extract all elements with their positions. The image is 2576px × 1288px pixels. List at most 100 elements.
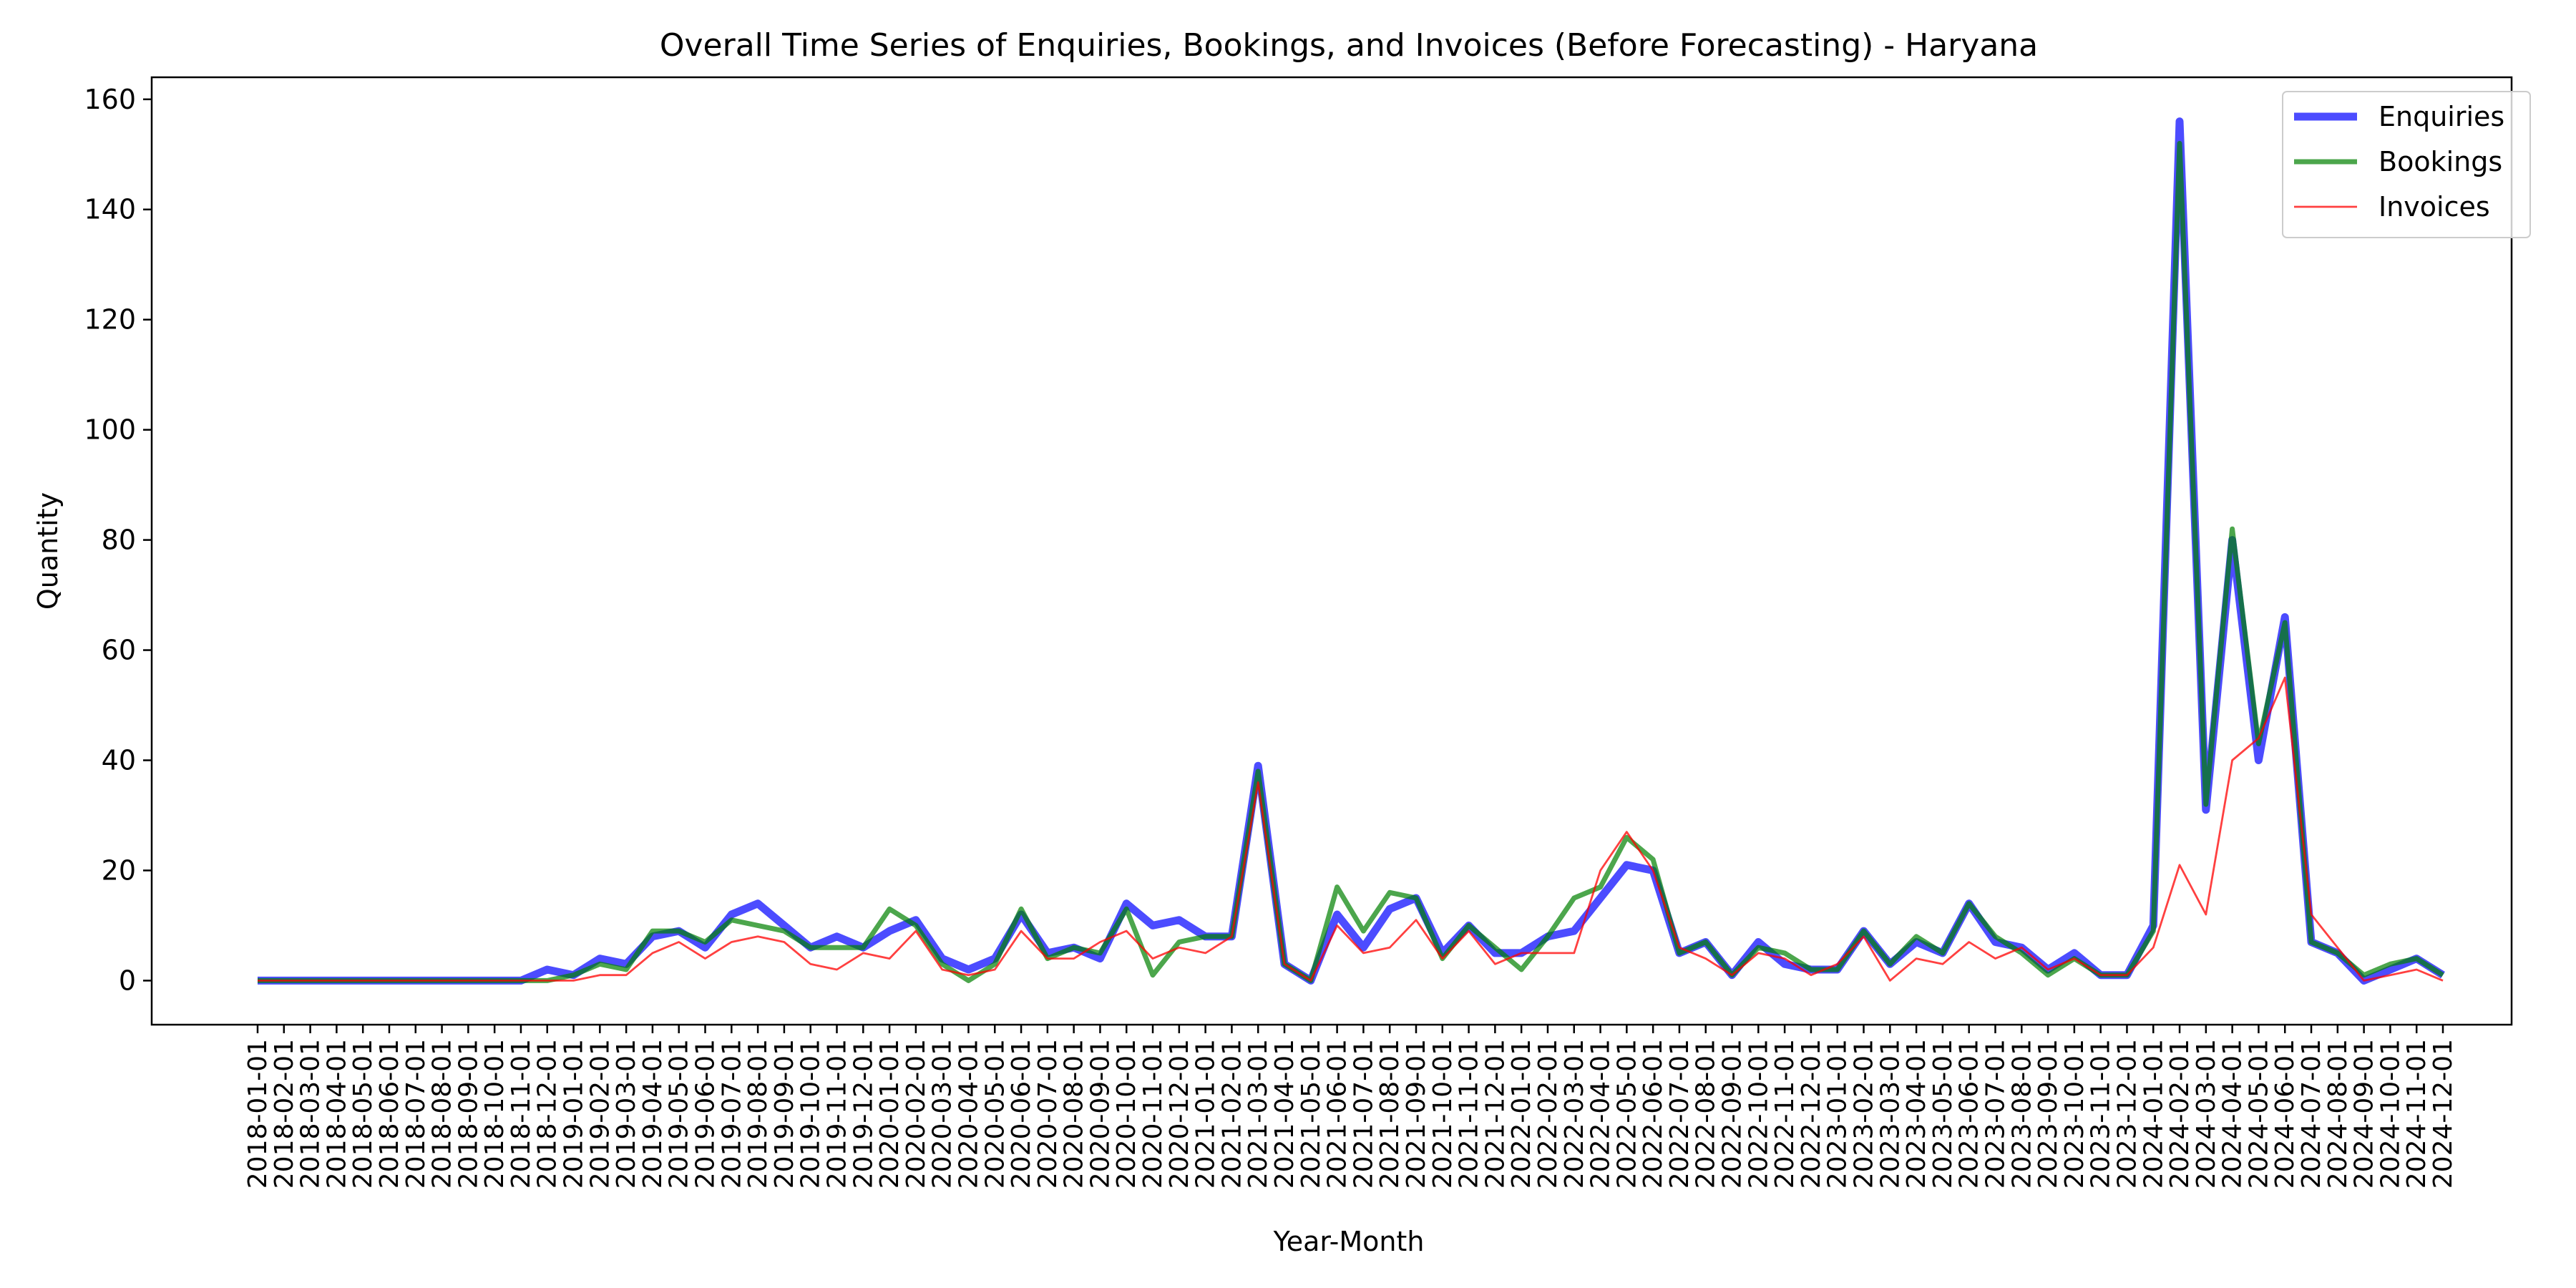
x-tick-label: 2021-11-01 xyxy=(1455,1039,1484,1189)
x-tick-label: 2023-02-01 xyxy=(1850,1039,1879,1189)
x-tick-label: 2018-06-01 xyxy=(375,1039,404,1189)
x-tick-label: 2020-06-01 xyxy=(1007,1039,1036,1189)
series-line-invoices xyxy=(258,676,2444,982)
x-tick-label: 2020-07-01 xyxy=(1033,1039,1063,1189)
x-tick-label: 2021-12-01 xyxy=(1480,1039,1510,1189)
y-tick-label: 40 xyxy=(102,745,136,776)
x-tick-label: 2023-05-01 xyxy=(1928,1039,1958,1189)
x-tick-label: 2023-01-01 xyxy=(1823,1039,1853,1189)
x-tick-label: 2023-08-01 xyxy=(2007,1039,2036,1189)
x-tick-label: 2019-09-01 xyxy=(770,1039,799,1189)
x-tick-label: 2019-03-01 xyxy=(612,1039,641,1189)
x-tick-label: 2020-04-01 xyxy=(955,1039,984,1189)
x-tick-label: 2019-06-01 xyxy=(691,1039,721,1189)
x-tick-label: 2020-09-01 xyxy=(1085,1039,1115,1189)
x-tick-label: 2018-07-01 xyxy=(401,1039,431,1189)
legend-label-bookings: Bookings xyxy=(2379,146,2502,177)
x-tick-label: 2022-02-01 xyxy=(1533,1039,1563,1189)
x-tick-label: 2018-10-01 xyxy=(480,1039,509,1189)
x-tick-label: 2020-01-01 xyxy=(875,1039,904,1189)
x-tick-label: 2024-08-01 xyxy=(2323,1039,2353,1189)
y-tick-label: 120 xyxy=(84,304,136,336)
x-tick-label: 2019-08-01 xyxy=(743,1039,773,1189)
series-line-bookings xyxy=(258,140,2444,983)
x-tick-label: 2022-06-01 xyxy=(1639,1039,1668,1189)
x-tick-label: 2024-03-01 xyxy=(2192,1039,2221,1189)
x-tick-label: 2019-10-01 xyxy=(796,1039,826,1189)
x-tick-label: 2024-01-01 xyxy=(2139,1039,2168,1189)
x-tick-label: 2022-11-01 xyxy=(1770,1039,1800,1189)
x-tick-label: 2020-08-01 xyxy=(1060,1039,1089,1189)
x-tick-label: 2021-04-01 xyxy=(1270,1039,1299,1189)
x-tick-label: 2018-08-01 xyxy=(428,1039,457,1189)
x-tick-label: 2022-04-01 xyxy=(1586,1039,1616,1189)
x-tick-label: 2021-09-01 xyxy=(1402,1039,1431,1189)
x-tick-label: 2024-05-01 xyxy=(2244,1039,2273,1189)
x-tick-label: 2019-04-01 xyxy=(638,1039,668,1189)
y-tick-label: 140 xyxy=(84,194,136,225)
x-tick-label: 2019-01-01 xyxy=(560,1039,589,1189)
x-tick-label: 2024-10-01 xyxy=(2376,1039,2405,1189)
x-tick-label: 2022-10-01 xyxy=(1744,1039,1773,1189)
x-tick-label: 2023-03-01 xyxy=(1875,1039,1905,1189)
x-axis-label: Year-Month xyxy=(1273,1226,1425,1257)
x-tick-label: 2018-05-01 xyxy=(348,1039,378,1189)
x-tick-label: 2024-09-01 xyxy=(2350,1039,2379,1189)
x-tick-label: 2022-01-01 xyxy=(1507,1039,1536,1189)
x-tick-label: 2020-11-01 xyxy=(1138,1039,1168,1189)
x-tick-label: 2018-02-01 xyxy=(270,1039,299,1189)
x-tick-label: 2019-07-01 xyxy=(717,1039,746,1189)
x-tick-label: 2021-02-01 xyxy=(1217,1039,1246,1189)
x-tick-label: 2019-11-01 xyxy=(823,1039,852,1189)
x-tick-label: 2024-07-01 xyxy=(2297,1039,2326,1189)
x-tick-label: 2024-11-01 xyxy=(2402,1039,2431,1189)
x-tick-label: 2024-06-01 xyxy=(2270,1039,2300,1189)
x-tick-label: 2023-11-01 xyxy=(2087,1039,2116,1189)
legend: Enquiries Bookings Invoices xyxy=(2282,91,2531,238)
x-tick-label: 2021-03-01 xyxy=(1244,1039,1273,1189)
x-tick-label: 2019-02-01 xyxy=(585,1039,615,1189)
y-tick-label: 80 xyxy=(102,525,136,556)
x-tick-label: 2021-10-01 xyxy=(1428,1039,1458,1189)
x-tick-label: 2023-04-01 xyxy=(1902,1039,1931,1189)
legend-label-enquiries: Enquiries xyxy=(2379,101,2504,132)
x-tick-label: 2020-10-01 xyxy=(1112,1039,1141,1189)
x-tick-label: 2024-04-01 xyxy=(2218,1039,2248,1189)
y-tick-label: 160 xyxy=(84,84,136,115)
x-tick-label: 2022-05-01 xyxy=(1612,1039,1641,1189)
x-tick-label: 2021-07-01 xyxy=(1349,1039,1378,1189)
x-tick-label: 2022-07-01 xyxy=(1665,1039,1694,1189)
x-tick-label: 2022-09-01 xyxy=(1718,1039,1747,1189)
x-tick-label: 2018-04-01 xyxy=(322,1039,351,1189)
legend-label-invoices: Invoices xyxy=(2379,191,2490,223)
x-tick-label: 2022-08-01 xyxy=(1692,1039,1721,1189)
x-tick-label: 2018-12-01 xyxy=(533,1039,562,1189)
x-tick-label: 2020-03-01 xyxy=(928,1039,957,1189)
x-tick-label: 2023-07-01 xyxy=(1981,1039,2011,1189)
axes: 0 20 40 60 80 100 120 140 160 2018-01-012018-02-0… xyxy=(84,76,2513,1189)
x-tick-label: 2019-12-01 xyxy=(849,1039,878,1189)
x-tick-label: 2024-02-01 xyxy=(2165,1039,2195,1189)
y-tick-label: 60 xyxy=(102,635,136,666)
x-tick-label: 2018-03-01 xyxy=(296,1039,326,1189)
x-tick-label: 2024-12-01 xyxy=(2429,1039,2458,1189)
y-tick-label: 0 xyxy=(119,965,136,996)
plot-area xyxy=(258,117,2445,985)
x-tick-label: 2019-05-01 xyxy=(665,1039,694,1189)
x-tick-label: 2020-05-01 xyxy=(980,1039,1010,1189)
x-tick-label: 2021-05-01 xyxy=(1297,1039,1326,1189)
x-tick-label: 2023-10-01 xyxy=(2060,1039,2089,1189)
x-tick-label: 2018-01-01 xyxy=(243,1039,273,1189)
x-tick-label: 2022-12-01 xyxy=(1797,1039,1826,1189)
x-tick-label: 2023-06-01 xyxy=(1955,1039,1984,1189)
x-tick-label: 2018-09-01 xyxy=(454,1039,483,1189)
y-tick-label: 20 xyxy=(102,854,136,886)
y-axis-label: Quantity xyxy=(32,492,64,610)
x-tick-label: 2023-09-01 xyxy=(2034,1039,2063,1189)
x-tick-label: 2018-11-01 xyxy=(507,1039,536,1189)
x-tick-label: 2020-12-01 xyxy=(1165,1039,1194,1189)
x-tick-label: 2020-02-01 xyxy=(902,1039,931,1189)
x-tick-label: 2021-08-01 xyxy=(1375,1039,1405,1189)
legend-box xyxy=(2282,91,2531,238)
